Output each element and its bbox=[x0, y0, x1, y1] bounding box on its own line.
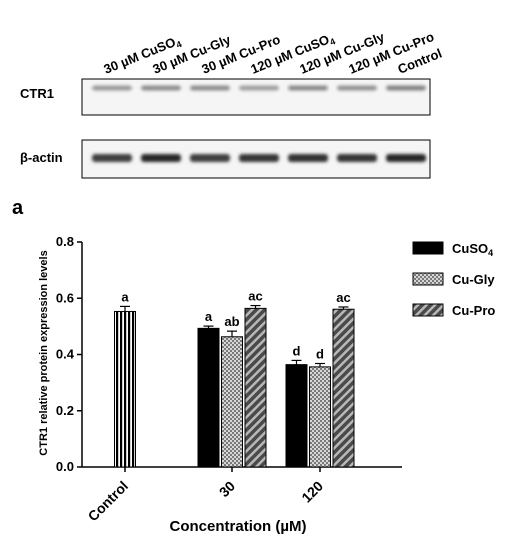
blot-strip-ctr1 bbox=[81, 78, 431, 116]
blot-band bbox=[288, 85, 328, 91]
blot-band bbox=[337, 85, 377, 91]
y-tick-label: 0.0 bbox=[56, 459, 74, 474]
legend-swatch bbox=[412, 303, 444, 317]
blot-row-label-beta-actin: β-actin bbox=[20, 150, 63, 165]
significance-label: d bbox=[316, 347, 324, 362]
y-axis-title: CTR1 relative protein expression levels bbox=[38, 250, 50, 455]
y-tick-label: 0.6 bbox=[56, 290, 74, 305]
blot-bands-ctr1 bbox=[92, 85, 426, 91]
bar bbox=[285, 364, 308, 468]
legend-label: Cu-Gly bbox=[452, 272, 495, 287]
panel-label: a bbox=[12, 197, 24, 219]
blot-band bbox=[386, 154, 426, 162]
significance-label: ac bbox=[248, 289, 262, 304]
x-tick-label: 120 bbox=[298, 478, 326, 506]
bar bbox=[332, 308, 355, 468]
blot-band bbox=[141, 154, 181, 162]
blot-band bbox=[386, 85, 426, 91]
blot-band bbox=[141, 85, 181, 91]
y-tick-label: 0.2 bbox=[56, 403, 74, 418]
blot-band bbox=[92, 154, 132, 162]
bar bbox=[197, 327, 220, 468]
x-tick-label: Control bbox=[85, 478, 132, 525]
bar bbox=[309, 366, 331, 468]
legend-swatch bbox=[412, 241, 444, 255]
legend: CuSO4 Cu-Gly Cu-Pro bbox=[412, 241, 495, 318]
bars: a a d ab d ac ac bbox=[114, 289, 355, 468]
significance-label: ab bbox=[224, 314, 239, 329]
significance-label: a bbox=[205, 309, 213, 324]
blot-band bbox=[190, 154, 230, 162]
x-tick-label: 30 bbox=[216, 478, 238, 500]
blot-band bbox=[337, 154, 377, 162]
bar bbox=[221, 336, 243, 468]
blot-bands-beta-actin bbox=[92, 154, 426, 162]
legend-label: CuSO4 bbox=[452, 241, 493, 258]
blot-band bbox=[239, 85, 279, 91]
bar bbox=[114, 310, 136, 468]
significance-label: d bbox=[293, 343, 301, 358]
y-tick-label: 0.8 bbox=[56, 234, 74, 249]
bar-chart: 0.0 0.2 0.4 0.6 0.8 CTR1 relative protein ex… bbox=[38, 234, 495, 535]
significance-label: a bbox=[121, 289, 129, 304]
x-axis: Control 30 120 bbox=[82, 466, 402, 525]
legend-label: Cu-Pro bbox=[452, 303, 495, 318]
x-axis-title: Concentration (µM) bbox=[170, 518, 307, 535]
legend-swatch bbox=[412, 272, 444, 286]
y-tick-label: 0.4 bbox=[56, 347, 75, 362]
blot-band bbox=[190, 85, 230, 91]
bar bbox=[244, 307, 267, 468]
blot-band bbox=[92, 85, 132, 91]
blot-row-label-ctr1: CTR1 bbox=[20, 86, 54, 101]
y-axis: 0.0 0.2 0.4 0.6 0.8 bbox=[56, 234, 83, 474]
significance-label: ac bbox=[336, 290, 350, 305]
blot-band bbox=[239, 154, 279, 162]
blot-band bbox=[288, 154, 328, 162]
